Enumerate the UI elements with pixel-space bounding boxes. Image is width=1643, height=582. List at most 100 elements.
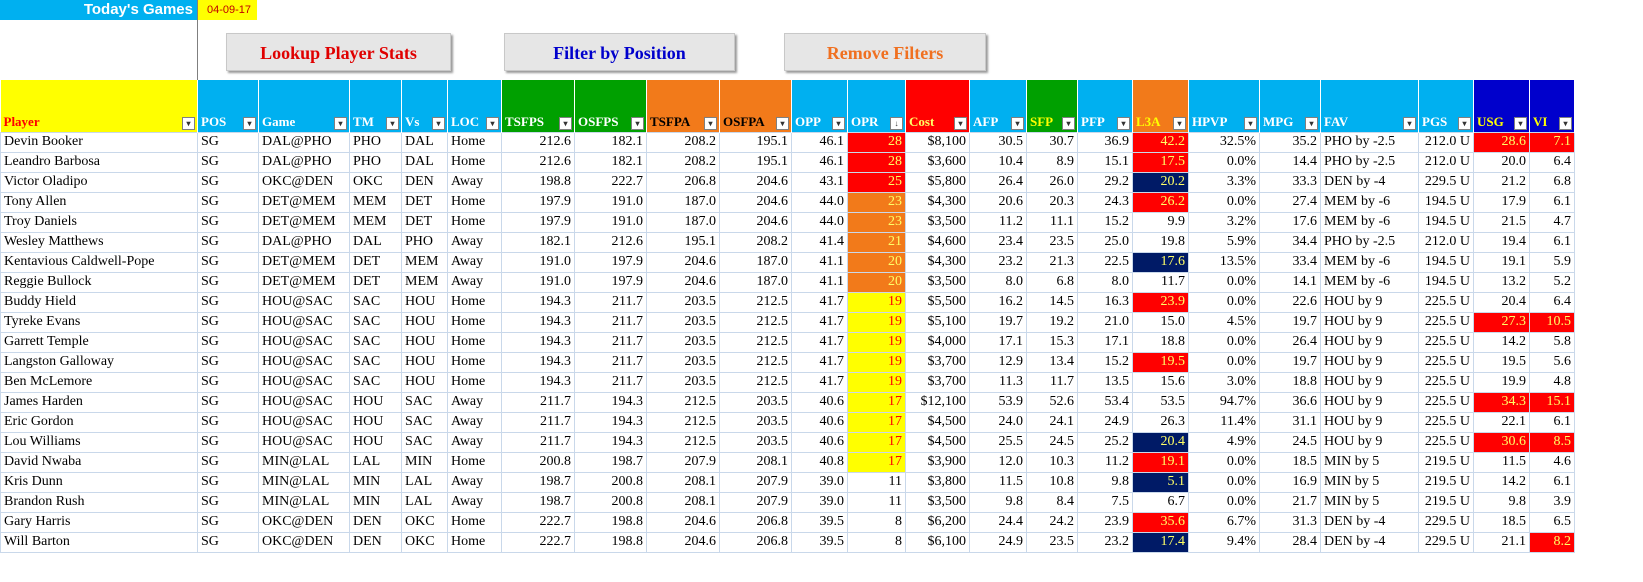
cell-loc[interactable]: Away	[447, 411, 502, 433]
cell-tsfpa[interactable]: 203.5	[646, 351, 720, 373]
cell-vi[interactable]: 5.9	[1529, 251, 1575, 273]
cell-pgs[interactable]: 212.0 U	[1418, 231, 1474, 253]
cell-tsfps[interactable]: 198.7	[501, 471, 575, 493]
cell-fav[interactable]: HOU by 9	[1320, 291, 1419, 313]
cell-tsfps[interactable]: 212.6	[501, 151, 575, 173]
cell-pos[interactable]: SG	[197, 331, 259, 353]
cell-tm[interactable]: DAL	[349, 231, 402, 253]
cell-usg[interactable]: 9.8	[1473, 491, 1530, 513]
cell-opp[interactable]: 39.5	[791, 511, 848, 533]
cell-game[interactable]: MIN@LAL	[258, 491, 350, 513]
cell-fav[interactable]: DEN by -4	[1320, 531, 1419, 553]
filter-dropdown-icon[interactable]: ↓	[890, 116, 903, 130]
cell-tm[interactable]: MEM	[349, 191, 402, 213]
cell-game[interactable]: HOU@SAC	[258, 371, 350, 393]
cell-vs[interactable]: HOU	[401, 331, 448, 353]
cell-hpvp[interactable]: 0.0%	[1188, 351, 1260, 373]
cell-pos[interactable]: SG	[197, 311, 259, 333]
column-header-game[interactable]: Game ▾	[258, 80, 350, 132]
cell-l3a[interactable]: 19.5	[1132, 351, 1189, 373]
cell-tsfps[interactable]: 211.7	[501, 431, 575, 453]
cell-tsfps[interactable]: 197.9	[501, 191, 575, 213]
cell-fav[interactable]: DEN by -4	[1320, 511, 1419, 533]
cell-sfp[interactable]: 24.1	[1026, 411, 1078, 433]
cell-player[interactable]: Tony Allen	[0, 191, 198, 213]
cell-loc[interactable]: Home	[447, 531, 502, 553]
column-header-tsfpa[interactable]: TSFPA ▾	[646, 80, 720, 132]
cell-osfps[interactable]: 222.7	[574, 171, 647, 193]
cell-mpg[interactable]: 18.8	[1259, 371, 1321, 393]
cell-hpvp[interactable]: 0.0%	[1188, 151, 1260, 173]
cell-game[interactable]: DAL@PHO	[258, 231, 350, 253]
cell-vs[interactable]: DET	[401, 211, 448, 233]
cell-game[interactable]: HOU@SAC	[258, 351, 350, 373]
cell-vs[interactable]: MEM	[401, 251, 448, 273]
cell-player[interactable]: Devin Booker	[0, 131, 198, 153]
cell-tm[interactable]: SAC	[349, 311, 402, 333]
filter-dropdown-icon[interactable]: ▾	[243, 116, 256, 130]
cell-vs[interactable]: DET	[401, 191, 448, 213]
cell-tsfps[interactable]: 191.0	[501, 271, 575, 293]
table-row[interactable]: Troy Daniels SG DET@MEM MEM DET Home 197.9 191.…	[0, 211, 1575, 233]
cell-player[interactable]: James Harden	[0, 391, 198, 413]
cell-usg[interactable]: 19.9	[1473, 371, 1530, 393]
cell-osfps[interactable]: 200.8	[574, 491, 647, 513]
cell-opr[interactable]: 19	[847, 331, 906, 353]
cell-osfps[interactable]: 200.8	[574, 471, 647, 493]
cell-tm[interactable]: DET	[349, 271, 402, 293]
cell-sfp[interactable]: 21.3	[1026, 251, 1078, 273]
cell-vs[interactable]: HOU	[401, 371, 448, 393]
table-row[interactable]: Buddy Hield SG HOU@SAC SAC HOU Home 194.3 211.7…	[0, 291, 1575, 313]
cell-l3a[interactable]: 5.1	[1132, 471, 1189, 493]
cell-pos[interactable]: SG	[197, 531, 259, 553]
cell-hpvp[interactable]: 5.9%	[1188, 231, 1260, 253]
cell-opr[interactable]: 20	[847, 271, 906, 293]
cell-tsfpa[interactable]: 207.9	[646, 451, 720, 473]
cell-fav[interactable]: HOU by 9	[1320, 311, 1419, 333]
cell-mpg[interactable]: 34.4	[1259, 231, 1321, 253]
cell-vi[interactable]: 6.1	[1529, 191, 1575, 213]
column-header-sfp[interactable]: SFP ▾	[1026, 80, 1078, 132]
filter-dropdown-icon[interactable]: ▾	[1244, 116, 1257, 130]
cell-fav[interactable]: PHO by -2.5	[1320, 131, 1419, 153]
column-header-afp[interactable]: AFP ▾	[969, 80, 1027, 132]
cell-opr[interactable]: 19	[847, 371, 906, 393]
cell-osfpa[interactable]: 212.5	[719, 311, 792, 333]
cell-mpg[interactable]: 18.5	[1259, 451, 1321, 473]
cell-osfpa[interactable]: 208.2	[719, 231, 792, 253]
cell-vi[interactable]: 15.1	[1529, 391, 1575, 413]
cell-hpvp[interactable]: 94.7%	[1188, 391, 1260, 413]
cell-opp[interactable]: 41.7	[791, 311, 848, 333]
cell-tsfpa[interactable]: 206.8	[646, 171, 720, 193]
cell-loc[interactable]: Away	[447, 271, 502, 293]
column-header-mpg[interactable]: MPG ▾	[1259, 80, 1321, 132]
cell-opp[interactable]: 46.1	[791, 131, 848, 153]
cell-osfps[interactable]: 211.7	[574, 371, 647, 393]
column-header-hpvp[interactable]: HPVP ▾	[1188, 80, 1260, 132]
cell-l3a[interactable]: 19.8	[1132, 231, 1189, 253]
cell-cost[interactable]: $3,600	[905, 151, 970, 173]
cell-usg[interactable]: 30.6	[1473, 431, 1530, 453]
filter-dropdown-icon[interactable]: ▾	[631, 116, 644, 130]
cell-osfps[interactable]: 194.3	[574, 391, 647, 413]
cell-tm[interactable]: MEM	[349, 211, 402, 233]
cell-pgs[interactable]: 219.5 U	[1418, 491, 1474, 513]
cell-afp[interactable]: 11.2	[969, 211, 1027, 233]
cell-usg[interactable]: 21.2	[1473, 171, 1530, 193]
cell-player[interactable]: Langston Galloway	[0, 351, 198, 373]
cell-afp[interactable]: 11.5	[969, 471, 1027, 493]
cell-opr[interactable]: 28	[847, 151, 906, 173]
cell-sfp[interactable]: 23.5	[1026, 231, 1078, 253]
cell-vs[interactable]: MEM	[401, 271, 448, 293]
cell-osfps[interactable]: 198.8	[574, 531, 647, 553]
cell-opr[interactable]: 11	[847, 471, 906, 493]
cell-usg[interactable]: 14.2	[1473, 471, 1530, 493]
cell-pgs[interactable]: 225.5 U	[1418, 411, 1474, 433]
cell-player[interactable]: Gary Harris	[0, 511, 198, 533]
cell-afp[interactable]: 17.1	[969, 331, 1027, 353]
column-header-usg[interactable]: USG ▾	[1473, 80, 1530, 132]
cell-osfpa[interactable]: 206.8	[719, 511, 792, 533]
cell-loc[interactable]: Home	[447, 311, 502, 333]
filter-dropdown-icon[interactable]: ▾	[832, 116, 845, 130]
cell-opr[interactable]: 23	[847, 191, 906, 213]
